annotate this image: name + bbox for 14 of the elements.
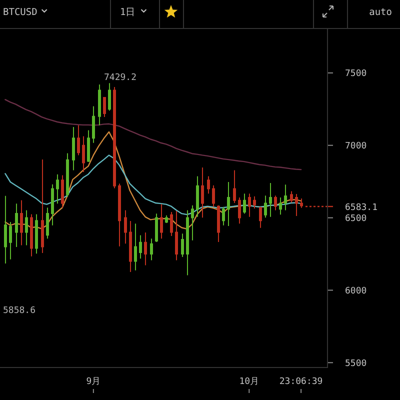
annotation: auto [369,7,392,18]
title: BTCUSD [3,7,38,18]
subtitle: 1日 [120,7,136,18]
y-tick-label: 6583.1 [345,202,378,213]
x-tick-label: 9月 [86,377,101,387]
x-tick-label: 23:06:39 [279,377,323,387]
y-tick-label: 5500 [345,358,367,369]
x-tick-label: 10月 [239,377,260,387]
annotation: 7429.2 [104,73,137,84]
y-tick-label: 7000 [345,142,367,152]
y-tick-label: 7500 [345,69,367,80]
y-tick-label: 6000 [345,286,367,297]
y-tick-label: 6500 [345,214,367,224]
annotation: 5858.6 [3,306,36,316]
